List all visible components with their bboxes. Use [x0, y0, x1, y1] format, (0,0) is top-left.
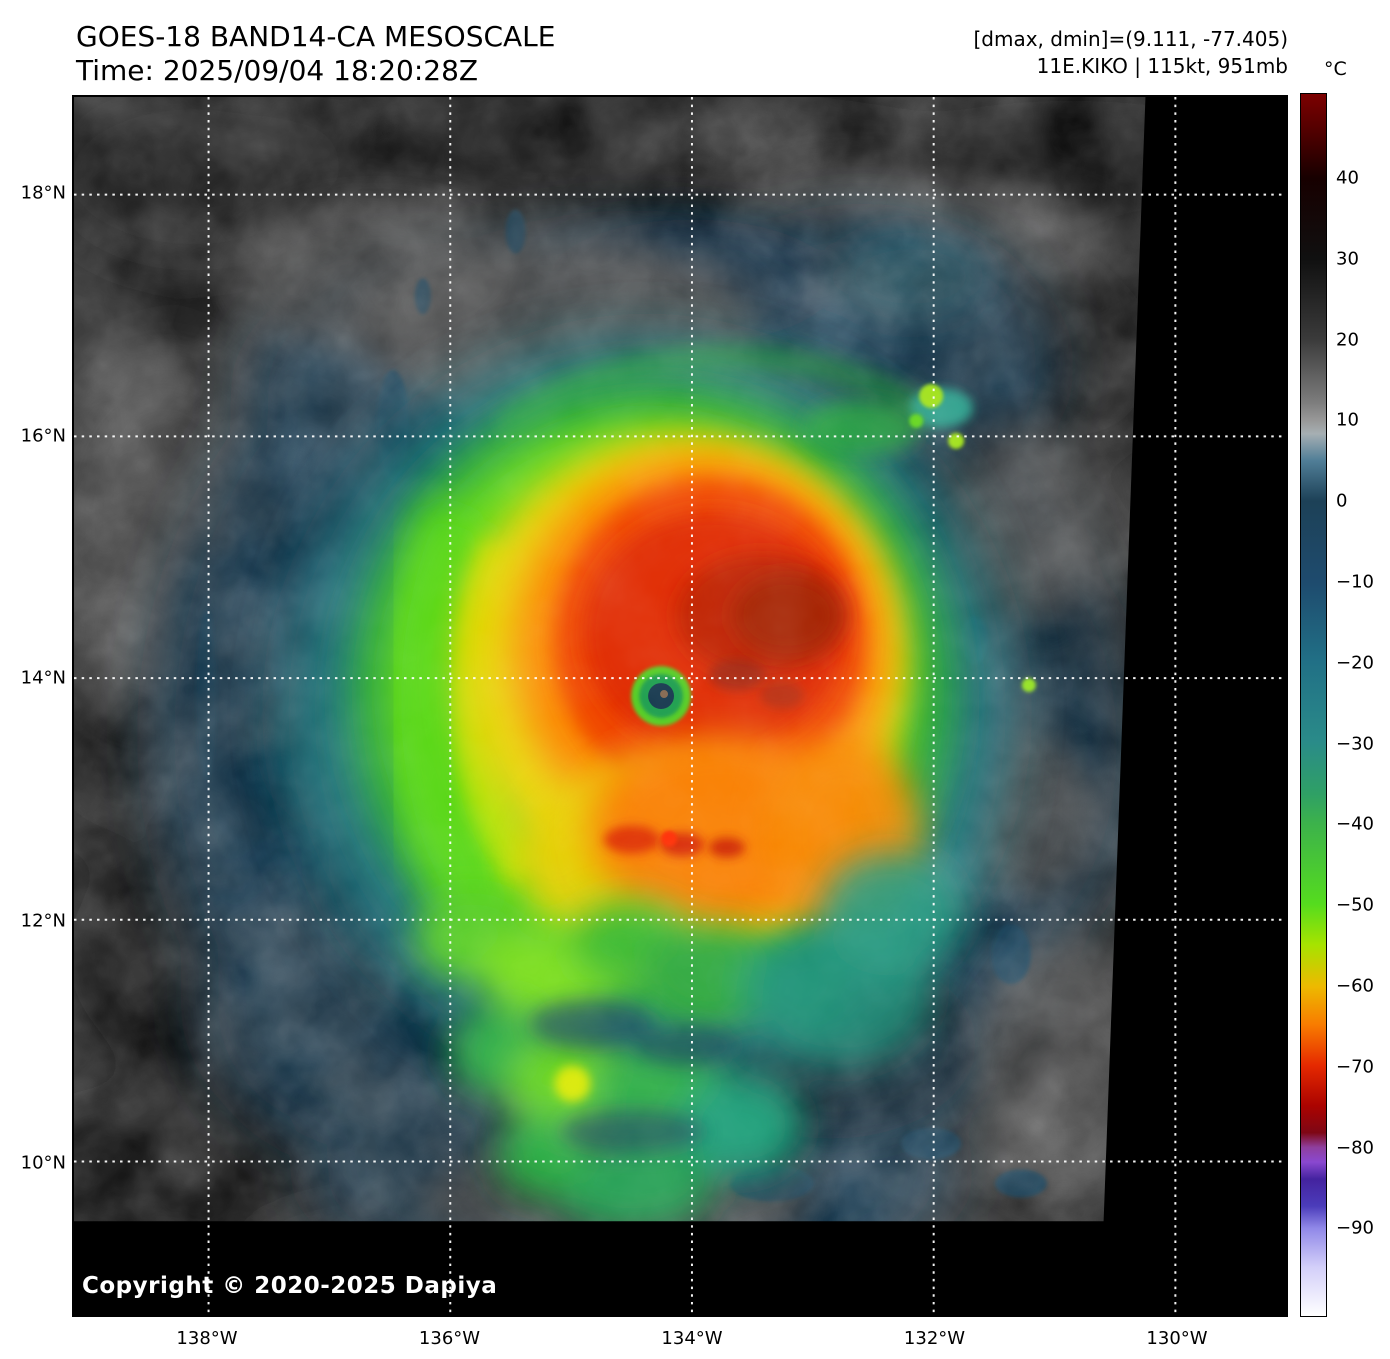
lat-tick-label-12N: 12°N [20, 910, 66, 931]
noise-core [74, 97, 1286, 1315]
colorbar [1300, 93, 1327, 1317]
lon-tick-label-132W: 132°W [903, 1328, 966, 1349]
lon-tick-label-134W: 134°W [661, 1328, 723, 1349]
colorbar-tick-label-40: 40 [1336, 167, 1359, 189]
colorbar-tick-label--60: −60 [1336, 975, 1374, 997]
satellite-image [74, 97, 1286, 1315]
title-block: GOES-18 BAND14-CA MESOSCALE Time: 2025/0… [76, 20, 555, 88]
colorbar-tick-label--20: −20 [1336, 652, 1374, 674]
no-data-region [74, 97, 1286, 1315]
graticule-gridlines [74, 97, 1286, 1315]
lat-tick-label-18N: 18°N [20, 182, 66, 204]
colorbar-tick-label-30: 30 [1336, 248, 1359, 270]
annotation-block: [dmax, dmin]=(9.111, -77.405) 11E.KIKO |… [973, 26, 1288, 80]
colorbar-tick-label--30: −30 [1336, 733, 1374, 755]
colorbar-tick-label-10: 10 [1336, 409, 1359, 431]
colorbar-tick-label--10: −10 [1336, 571, 1374, 593]
lon-tick-label-138W: 138°W [176, 1328, 238, 1349]
colorbar-tick-label--90: −90 [1336, 1217, 1374, 1239]
copyright-watermark: Copyright © 2020-2025 Dapiya [82, 1273, 498, 1299]
lat-tick-label-16N: 16°N [20, 425, 66, 446]
colorbar-tick-label--70: −70 [1336, 1056, 1374, 1078]
colorbar-tick-label-20: 20 [1336, 329, 1359, 351]
figure-timestamp: Time: 2025/09/04 18:20:28Z [76, 54, 479, 87]
figure-title: GOES-18 BAND14-CA MESOSCALE [76, 20, 556, 53]
lon-tick-label-130W: 130°W [1146, 1328, 1208, 1349]
dmax-dmin-annotation: [dmax, dmin]=(9.111, -77.405) [973, 27, 1288, 51]
colorbar-tick-label--50: −50 [1336, 894, 1374, 916]
lat-tick-label-10N: 10°N [20, 1152, 66, 1174]
colorbar-unit-label: °C [1324, 58, 1347, 80]
colorbar-tick-label--80: −80 [1336, 1137, 1374, 1159]
colorbar-tick-label-0: 0 [1336, 490, 1348, 512]
colorbar-tick-label--40: −40 [1336, 813, 1374, 835]
satellite-map-plot: Copyright © 2020-2025 Dapiya [72, 95, 1288, 1317]
lon-tick-label-136W: 136°W [418, 1328, 481, 1349]
lat-tick-label-14N: 14°N [20, 667, 66, 689]
storm-info-annotation: 11E.KIKO | 115kt, 951mb [1036, 54, 1288, 78]
